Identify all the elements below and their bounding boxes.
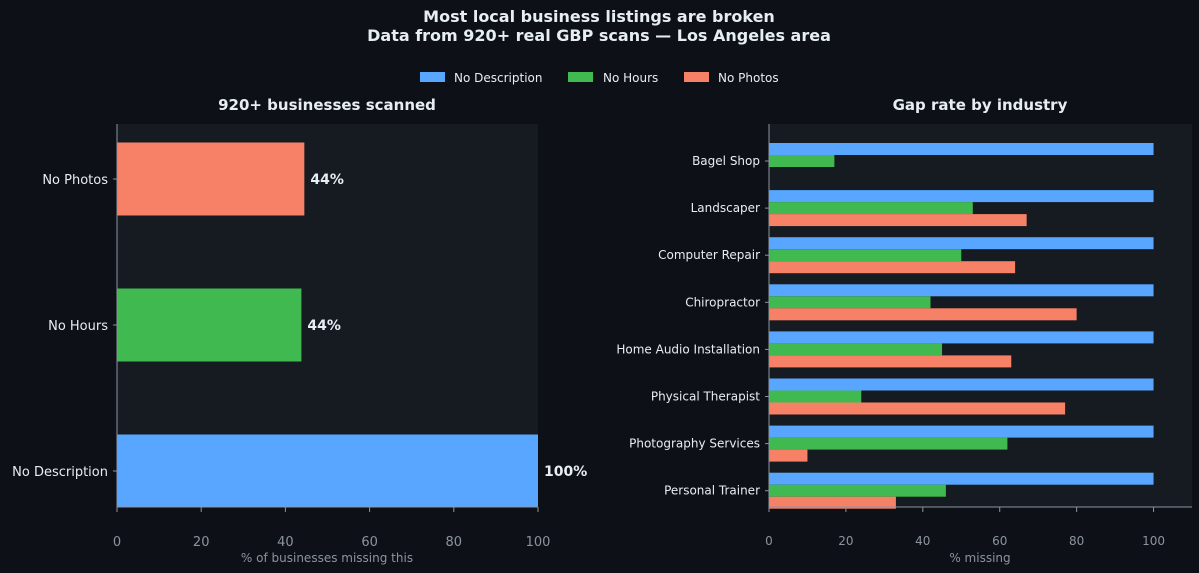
data-label-no-photos: 44%	[310, 172, 344, 188]
bar-bagel-shop-no-hours	[769, 155, 835, 167]
right-x-tick-label-80: 80	[1069, 534, 1084, 548]
x-tick-label-100: 100	[526, 535, 551, 550]
y-tick-label-landscaper: Landscaper	[691, 201, 760, 215]
x-tick-label-40: 40	[277, 535, 294, 550]
left-x-axis-label: % of businesses missing this	[241, 551, 413, 565]
bar-landscaper-no-description	[769, 190, 1154, 203]
right-x-axis-label: % missing	[949, 551, 1010, 565]
bar-home-audio-installation-no-hours	[769, 343, 943, 356]
bar-landscaper-no-hours	[769, 202, 973, 215]
bar-computer-repair-no-description	[769, 237, 1154, 250]
bar-no-description	[117, 434, 538, 508]
bar-photography-services-no-description	[769, 425, 1154, 438]
y-tick-label-home-audio-installation: Home Audio Installation	[616, 342, 760, 356]
bar-chiropractor-no-hours	[769, 296, 931, 309]
bar-photography-services-no-hours	[769, 437, 1008, 450]
bar-personal-trainer-no-hours	[769, 484, 946, 497]
figure-title-line1: Most local business listings are broken	[423, 7, 775, 26]
bar-landscaper-no-photos	[769, 214, 1027, 227]
bar-personal-trainer-no-photos	[769, 496, 896, 509]
y-tick-label-bagel-shop: Bagel Shop	[692, 154, 760, 168]
right-x-tick-label-20: 20	[838, 534, 853, 548]
y-tick-label-computer-repair: Computer Repair	[658, 248, 760, 262]
y-tick-label-physical-therapist: Physical Therapist	[651, 390, 760, 404]
y-tick-label-personal-trainer: Personal Trainer	[664, 484, 760, 498]
bar-no-hours	[117, 288, 302, 362]
bar-chiropractor-no-photos	[769, 308, 1077, 321]
x-tick-label-60: 60	[361, 535, 378, 550]
legend: No Description No Hours No Photos	[420, 71, 779, 85]
right-x-tick-label-0: 0	[765, 534, 773, 548]
legend-label-no-description: No Description	[454, 71, 542, 85]
right-x-tick-label-60: 60	[992, 534, 1007, 548]
data-label-no-hours: 44%	[307, 318, 341, 334]
bar-physical-therapist-no-hours	[769, 390, 862, 403]
bar-physical-therapist-no-photos	[769, 402, 1066, 415]
y-tick-label-no-photos: No Photos	[42, 173, 108, 188]
bar-home-audio-installation-no-photos	[769, 355, 1012, 368]
y-tick-label-no-description: No Description	[12, 465, 108, 480]
right-x-tick-label-40: 40	[915, 534, 930, 548]
left-chart-title: 920+ businesses scanned	[218, 96, 436, 114]
x-tick-label-20: 20	[193, 535, 210, 550]
figure-title-line2: Data from 920+ real GBP scans — Los Ange…	[367, 26, 831, 45]
left-chart: 920+ businesses scanned 44% No Photos 44% N…	[12, 96, 587, 565]
bar-home-audio-installation-no-description	[769, 331, 1154, 344]
bar-physical-therapist-no-description	[769, 378, 1154, 391]
x-tick-label-80: 80	[446, 535, 463, 550]
legend-label-no-photos: No Photos	[718, 71, 779, 85]
legend-swatch-no-hours	[568, 72, 593, 82]
bar-personal-trainer-no-description	[769, 472, 1154, 485]
right-chart: Gap rate by industry Bagel Shop Landscape…	[616, 96, 1192, 565]
legend-label-no-hours: No Hours	[603, 71, 658, 85]
right-x-tick-label-100: 100	[1142, 534, 1165, 548]
bar-no-photos	[117, 142, 305, 216]
bar-computer-repair-no-hours	[769, 249, 962, 262]
y-tick-label-no-hours: No Hours	[48, 319, 108, 334]
legend-swatch-no-description	[420, 72, 445, 82]
right-chart-title: Gap rate by industry	[893, 96, 1068, 114]
data-label-no-description: 100%	[544, 464, 587, 480]
bar-photography-services-no-photos	[769, 449, 808, 462]
x-tick-label-0: 0	[113, 535, 121, 550]
legend-swatch-no-photos	[684, 72, 709, 82]
bar-bagel-shop-no-description	[769, 143, 1154, 155]
y-tick-label-chiropractor: Chiropractor	[685, 295, 760, 309]
y-tick-label-photography-services: Photography Services	[629, 437, 760, 451]
bar-computer-repair-no-photos	[769, 261, 1016, 274]
bar-chiropractor-no-description	[769, 284, 1154, 297]
